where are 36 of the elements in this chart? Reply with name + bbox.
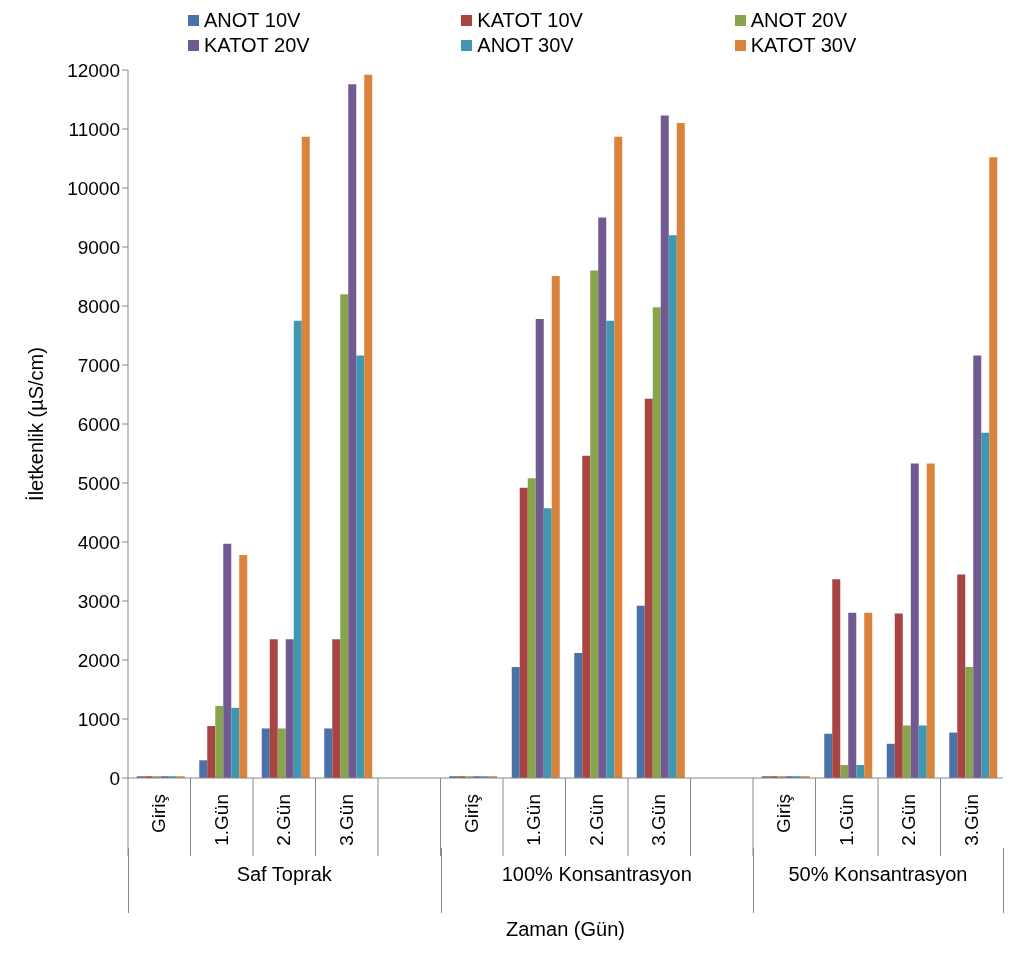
x-tick-label: 2.Gün [273,794,295,846]
text: 100% Konsantrasyon [500,863,693,886]
x-tick-label: 3.Gün [335,794,357,846]
x-tick-label: Giriş [773,794,795,834]
x-tick-label: 1.Gün [835,794,857,846]
legend-label: KATOT 30V [750,33,857,58]
x-tick-label: Giriş [148,794,170,834]
y-tick-label: 4000 [77,531,120,553]
x-tick-label: 2.Gün [898,794,920,846]
x-axis-title: Zaman (Gün) [505,918,626,941]
x-tick-label: 1.Gün [523,794,545,846]
x-tick-label: 1.Gün [210,794,232,846]
y-tick-label: 2000 [77,649,120,671]
y-tick-label: 1000 [77,708,120,730]
text: 50% Konsantrasyon [787,863,969,886]
y-tick-label: 6000 [77,413,120,435]
x-tick-label: Giriş [460,794,482,834]
y-tick-label: 3000 [77,590,120,612]
y-tick-label: 8000 [77,295,120,317]
legend-label: ANOT 20V [750,8,847,33]
legend-label: KATOT 10V [477,8,583,33]
x-tick-label: 2.Gün [585,794,607,846]
y-tick-label: 7000 [77,354,120,376]
y-tick-label: 5000 [77,472,120,494]
legend-label: ANOT 30V [477,33,574,58]
text: Saf Toprak [235,863,333,886]
y-tick-label: 10000 [67,177,120,199]
legend-label: KATOT 20V [204,33,310,58]
legend-label: ANOT 10V [204,8,301,33]
y-tick-label: 0 [109,767,120,789]
y-tick-label: 9000 [77,236,120,258]
y-tick-label: 11000 [68,118,120,140]
y-axis-title: İletkenlik (µS/cm) [25,347,48,501]
y-tick-label: 12000 [67,59,120,81]
x-tick-label: 3.Gün [648,794,670,846]
x-tick-label: 3.Gün [960,794,982,846]
